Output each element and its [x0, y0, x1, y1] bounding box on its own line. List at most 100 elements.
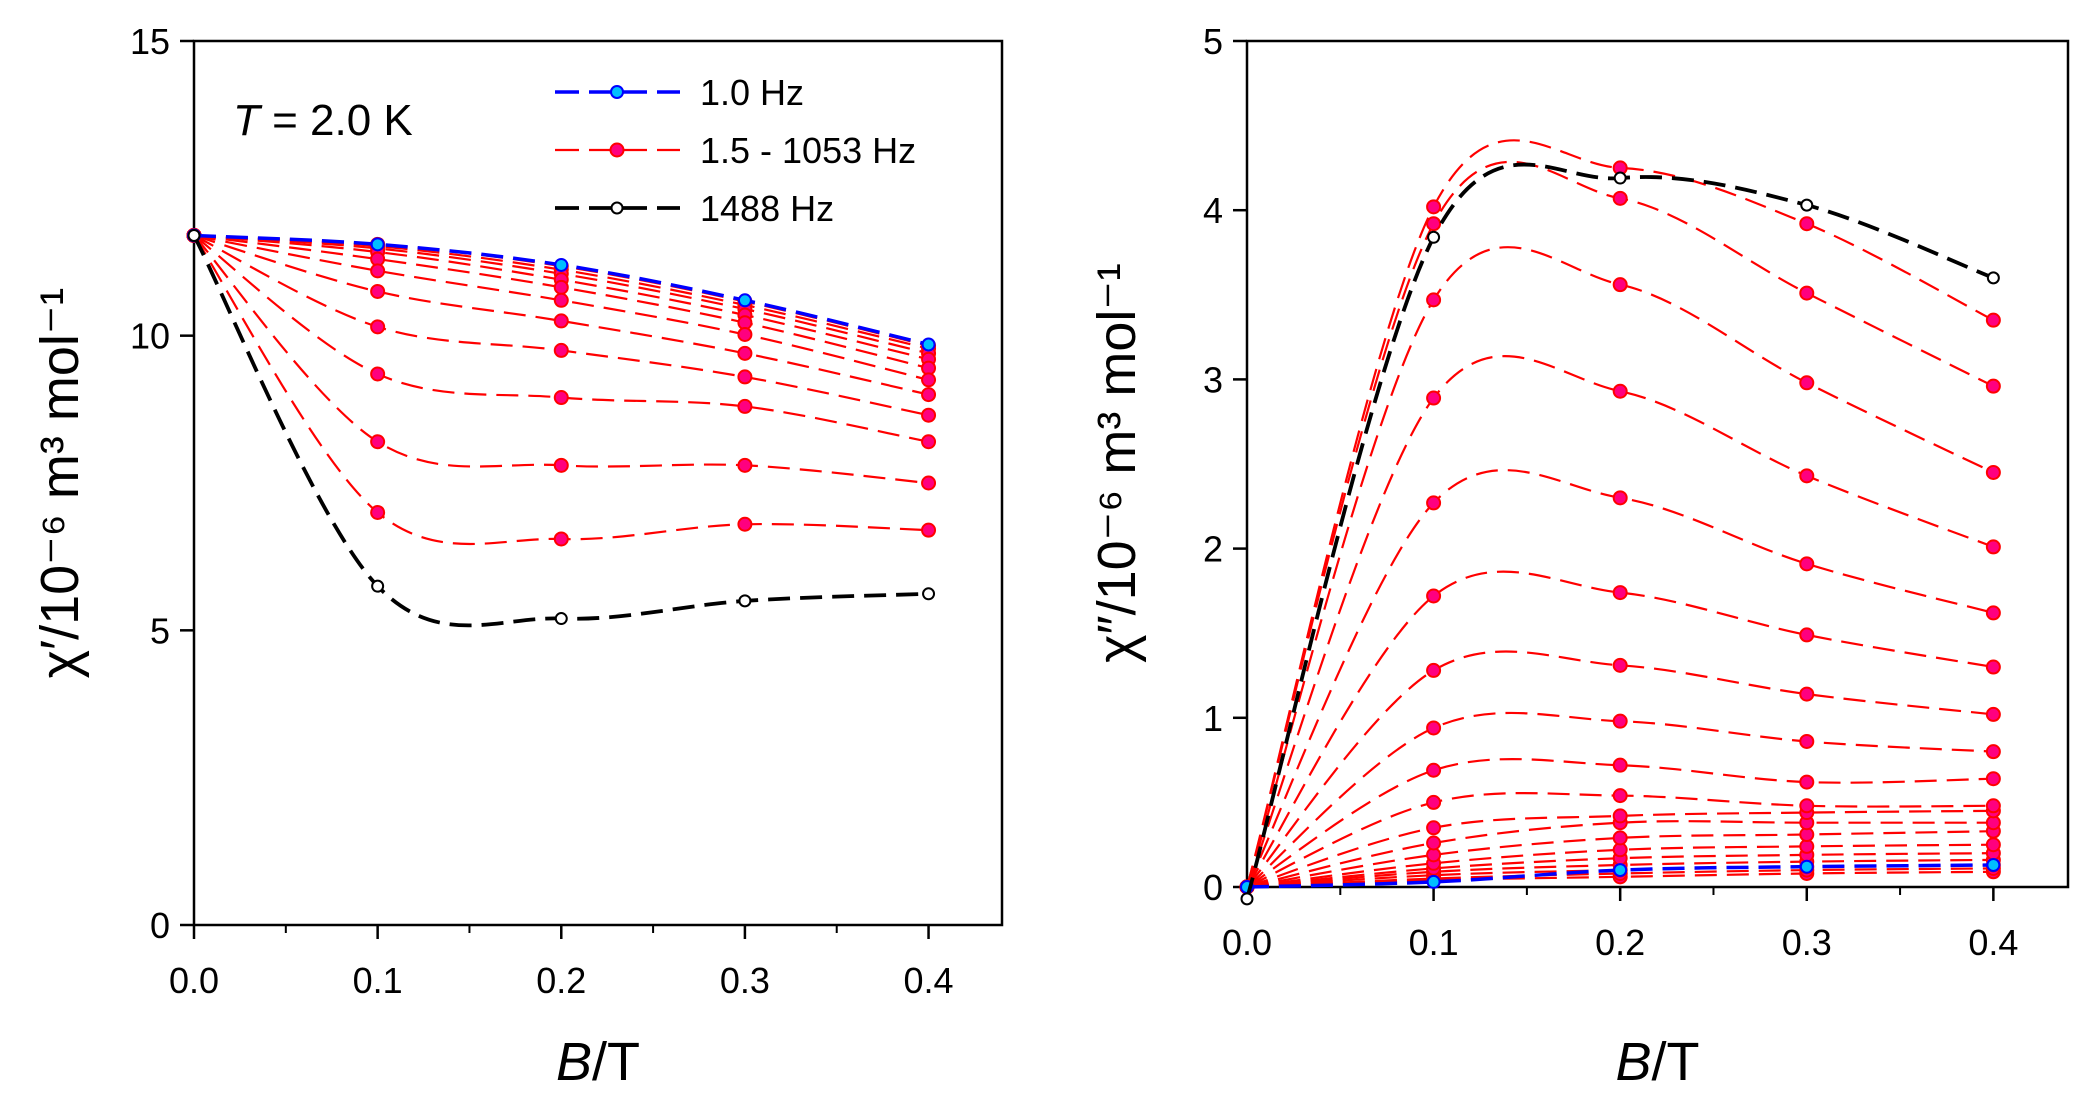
series-line-red [1246, 650, 1994, 888]
data-point-red [1799, 774, 1815, 790]
y-tick-label: 10 [130, 316, 170, 357]
y-tick-label: 15 [130, 21, 170, 62]
data-point-red [553, 292, 569, 308]
data-point-red [1426, 762, 1442, 778]
data-point-red [1612, 830, 1628, 846]
series-line-black [192, 234, 929, 628]
x-tick-label: 0.4 [904, 960, 954, 1001]
series-line-red [1246, 830, 1994, 889]
data-point-red [370, 263, 386, 279]
series-line-red [1246, 843, 1994, 889]
data-point-red [1799, 627, 1815, 643]
series-line-red [1246, 469, 1994, 888]
series-line-black [1245, 162, 1995, 900]
data-point-red [370, 434, 386, 450]
data-point-black [187, 228, 201, 242]
left-panel: 0.0 0.1 0.2 0.3 0.4 0 5 10 15 B/T χ′/10⁻⁶ m³ mol⁻¹… [30, 21, 1004, 1092]
x-tick-label: 0.4 [1968, 922, 2018, 963]
data-point-red [1426, 216, 1442, 232]
series-line-red [1245, 246, 1994, 888]
temperature-annotation: T = 2.0 K [233, 96, 413, 145]
annotation-value: = 2.0 K [260, 96, 413, 145]
data-point-red [1426, 390, 1442, 406]
data-point-red [737, 345, 753, 361]
x-axis-label-unit: /T [1652, 1032, 1700, 1092]
data-point-red [1612, 585, 1628, 601]
data-point-black [1613, 171, 1627, 185]
data-point-black [554, 612, 568, 626]
data-point-red [1612, 190, 1628, 206]
legend-label: 1488 Hz [700, 188, 834, 229]
data-point-red [1985, 837, 2001, 853]
data-point-red [1612, 757, 1628, 773]
data-point-red [553, 531, 569, 547]
data-point-red [1799, 686, 1815, 702]
data-point-red [1799, 798, 1815, 814]
data-point-blue [370, 237, 385, 252]
data-point-red [553, 390, 569, 406]
series-line-red [1246, 570, 1994, 888]
x-tick-label: 0.1 [1409, 922, 1459, 963]
x-axis-label: B/T [1615, 1032, 1699, 1092]
data-point-red [1426, 662, 1442, 678]
data-point-red [1426, 495, 1442, 511]
y-tick-label: 0 [1203, 867, 1223, 908]
x-axis-label-unit: /T [592, 1032, 640, 1092]
data-point-black [1240, 892, 1254, 906]
data-point-black [1986, 271, 2000, 285]
series-line-red [1245, 355, 1994, 888]
series-line-red [193, 234, 929, 396]
data-point-black [738, 594, 752, 608]
data-point-red [370, 504, 386, 520]
data-point-red [1799, 733, 1815, 749]
x-tick-label: 0.0 [1222, 922, 1272, 963]
legend-label: 1.5 - 1053 Hz [700, 130, 916, 171]
y-tick-label: 1 [1203, 698, 1223, 739]
data-point-red [1426, 588, 1442, 604]
data-point-black [371, 579, 385, 593]
data-point-red [1612, 490, 1628, 506]
data-point-red [1426, 794, 1442, 810]
data-point-red [737, 369, 753, 385]
data-point-red [1799, 556, 1815, 572]
data-point-red [1612, 788, 1628, 804]
annotation-var: T [233, 96, 263, 145]
data-point-red [1799, 216, 1815, 232]
x-tick-label: 0.0 [169, 960, 219, 1001]
data-point-red [1612, 657, 1628, 673]
x-tick-label: 0.3 [720, 960, 770, 1001]
y-tick-label: 4 [1203, 190, 1223, 231]
data-point-black [1800, 198, 1814, 212]
y-tick-label: 5 [150, 610, 170, 651]
data-point-black [922, 587, 936, 601]
y-tick-label: 5 [1203, 21, 1223, 62]
x-axis-label: B/T [556, 1032, 640, 1092]
data-point-red [370, 319, 386, 335]
data-point-red [1985, 744, 2001, 760]
data-point-red [553, 313, 569, 329]
data-point-red [1426, 199, 1442, 215]
data-point-red [1612, 383, 1628, 399]
x-tick-label: 0.1 [353, 960, 403, 1001]
data-point-red [737, 516, 753, 532]
data-point-red [1426, 820, 1442, 836]
data-point-red [1799, 375, 1815, 391]
data-point-red [1612, 808, 1628, 824]
data-point-red [737, 326, 753, 342]
data-point-red [1426, 292, 1442, 308]
x-tick-label: 0.3 [1782, 922, 1832, 963]
data-point-red [1612, 713, 1628, 729]
data-point-red [921, 372, 937, 388]
data-point-red [737, 457, 753, 473]
y-tick-label: 0 [150, 905, 170, 946]
data-point-blue [1613, 863, 1628, 878]
data-point-red [1426, 720, 1442, 736]
data-point-red [1985, 312, 2001, 328]
data-point-red [553, 279, 569, 295]
data-point-red [1985, 464, 2001, 480]
data-point-blue [737, 293, 752, 308]
data-point-red [1985, 659, 2001, 675]
x-tick-label: 0.2 [1595, 922, 1645, 963]
data-point-red [921, 387, 937, 403]
